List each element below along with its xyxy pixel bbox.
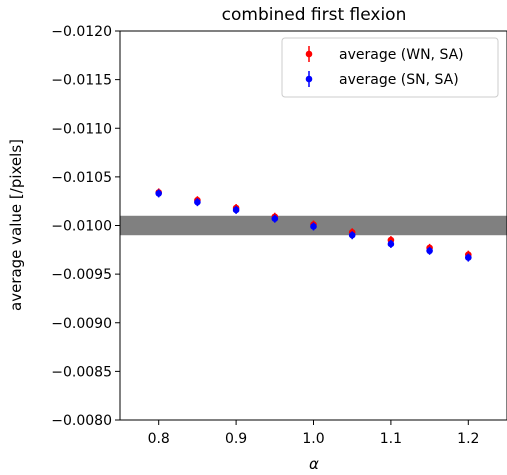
x-tick-label: 1.2 (457, 431, 479, 447)
y-tick-label: −0.0105 (51, 170, 112, 186)
legend-marker (305, 50, 313, 58)
chart-title: combined first flexion (222, 5, 407, 25)
y-tick-label: −0.0100 (51, 219, 112, 235)
y-tick-label: −0.0080 (51, 413, 112, 429)
data-point (155, 190, 162, 197)
y-tick-label: −0.0115 (51, 73, 112, 89)
x-tick-label: 1.1 (380, 431, 402, 447)
x-tick-label: 0.9 (225, 431, 247, 447)
data-point (232, 206, 240, 214)
x-tick-label: 1.0 (302, 431, 324, 447)
legend-box (281, 37, 499, 98)
data-point (387, 240, 395, 248)
data-point (465, 254, 472, 261)
y-tick-label: −0.0120 (51, 24, 112, 40)
y-tick-label: −0.0110 (51, 121, 112, 137)
x-axis-label: α (309, 455, 319, 473)
legend-label: average (WN, SA) (339, 47, 464, 63)
legend-label: average (SN, SA) (339, 72, 459, 88)
y-tick-label: −0.0085 (51, 364, 112, 380)
data-point (426, 247, 433, 255)
legend-marker (305, 75, 313, 83)
y-tick-label: −0.0095 (51, 267, 112, 283)
data-point (348, 231, 356, 239)
y-axis-label: average value [/pixels] (7, 139, 25, 311)
data-point (194, 198, 201, 206)
legend: average (WN, SA) average (SN, SA) (281, 37, 499, 98)
y-tick-label: −0.0090 (51, 316, 112, 332)
x-tick-label: 0.8 (148, 431, 170, 447)
data-point (310, 223, 317, 230)
data-point (271, 215, 279, 222)
